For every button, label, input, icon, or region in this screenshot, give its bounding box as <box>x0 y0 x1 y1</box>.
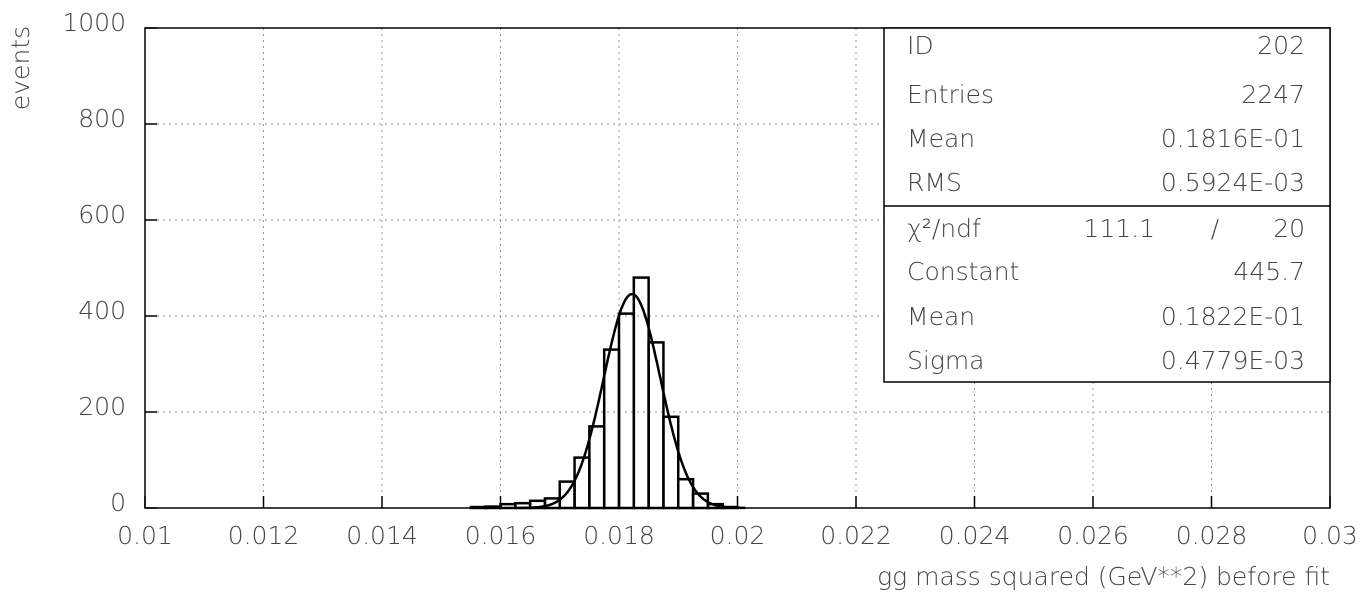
fit-slash: / <box>1211 214 1220 243</box>
x-tick-label: 0.028 <box>1176 521 1248 550</box>
fit-param-name: Constant <box>907 257 1019 286</box>
x-tick-label: 0.02 <box>710 521 766 550</box>
y-tick-label: 400 <box>78 296 126 325</box>
stats-value: 0.1816E-01 <box>1161 124 1305 153</box>
fit-param-value: 0.1822E-01 <box>1161 302 1305 331</box>
x-tick-label: 0.018 <box>583 521 655 550</box>
x-tick-label: 0.014 <box>346 521 418 550</box>
x-tick-label: 0.012 <box>228 521 300 550</box>
fit-chi2: 111.1 <box>1083 214 1155 243</box>
x-axis-label: gg mass squared (GeV**2) before fit <box>877 562 1330 591</box>
fit-ndf: 20 <box>1273 214 1305 243</box>
histogram-bar <box>617 312 636 510</box>
x-tick-label: 0.022 <box>820 521 892 550</box>
stats-value: 2247 <box>1241 80 1305 109</box>
histogram-bar <box>632 276 650 510</box>
fit-param-name: Sigma <box>907 346 985 375</box>
stats-box <box>883 27 1331 383</box>
y-tick-label: 800 <box>78 104 126 133</box>
histogram-bar <box>602 348 621 510</box>
y-tick-label: 0 <box>110 488 126 517</box>
fit-param-value: 0.4779E-03 <box>1161 346 1305 375</box>
histogram-bar <box>499 502 517 510</box>
stats-value: 202 <box>1257 31 1305 60</box>
histogram-bar <box>662 415 680 510</box>
x-tick-label: 0.016 <box>465 521 537 550</box>
stats-value: 0.5924E-03 <box>1161 168 1305 197</box>
histogram-bar <box>469 505 487 510</box>
x-tick-label: 0.03 <box>1302 521 1358 550</box>
fit-chi2-name: χ²/ndf <box>907 214 981 243</box>
histogram-bar <box>484 505 502 510</box>
fit-curve <box>518 292 746 510</box>
stats-name: Entries <box>907 80 994 109</box>
fit-param-value: 445.7 <box>1233 257 1305 286</box>
stats-name: ID <box>907 31 934 60</box>
fit-param-name: Mean <box>907 302 975 331</box>
stats-name: RMS <box>907 168 962 197</box>
x-tick-label: 0.024 <box>939 521 1011 550</box>
histogram-bar <box>647 341 665 510</box>
y-tick-label: 600 <box>78 200 126 229</box>
y-axis-label: events <box>6 26 35 110</box>
y-tick-label: 1000 <box>62 8 126 37</box>
y-tick-label: 200 <box>78 392 126 421</box>
stats-name: Mean <box>907 124 975 153</box>
x-tick-label: 0.026 <box>1057 521 1129 550</box>
x-tick-label: 0.01 <box>117 521 173 550</box>
histogram-bar <box>588 425 606 510</box>
